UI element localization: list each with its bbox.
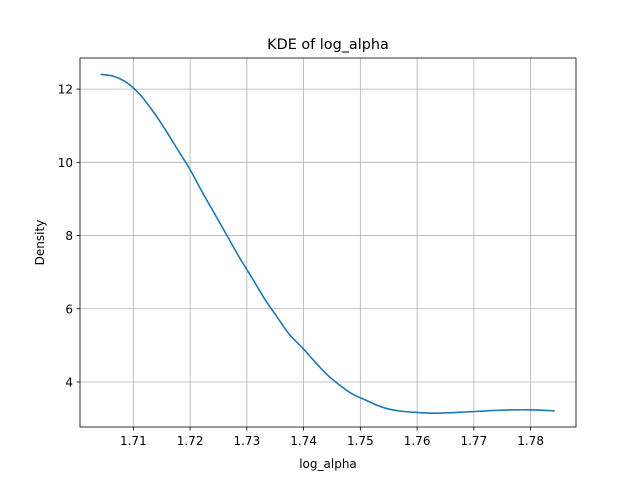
y-tick-label: 10: [58, 156, 73, 170]
kde-curve: [100, 73, 555, 414]
y-tick-label: 4: [65, 375, 73, 389]
x-tick-label: 1.77: [460, 434, 487, 448]
x-tick-label: 1.73: [233, 434, 260, 448]
x-axis-label: log_alpha: [299, 457, 357, 471]
chart-title: KDE of log_alpha: [267, 37, 389, 53]
y-axis-label: Density: [33, 220, 47, 266]
line-layer: [100, 73, 555, 414]
tick-layer: 1.71 1.72 1.73 1.74 1.75 1.76 1.77 1.78 4 6 8 10 12: [58, 83, 544, 448]
grid-layer: [80, 58, 576, 427]
y-tick-label: 12: [58, 83, 73, 97]
y-tick-label: 6: [65, 302, 73, 316]
x-tick-label: 1.78: [517, 434, 544, 448]
x-tick-label: 1.71: [120, 434, 147, 448]
x-tick-label: 1.75: [347, 434, 374, 448]
x-tick-label: 1.76: [404, 434, 431, 448]
y-tick-label: 8: [65, 229, 73, 243]
x-tick-label: 1.72: [177, 434, 204, 448]
x-tick-label: 1.74: [290, 434, 317, 448]
plot-frame: [79, 57, 577, 428]
